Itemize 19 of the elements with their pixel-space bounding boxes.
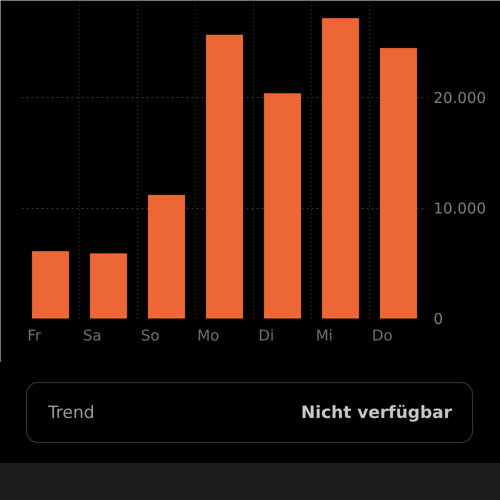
- bar: [90, 253, 128, 318]
- x-tick-label: Di: [258, 326, 274, 344]
- y-tick-label: 0: [434, 310, 444, 328]
- bar: [380, 48, 418, 318]
- bar: [206, 34, 244, 318]
- text: Trend: [48, 402, 95, 425]
- x-tick-label: Sa: [82, 326, 102, 344]
- x-tick-label: So: [140, 326, 160, 344]
- text: Nicht verfügbar: [301, 402, 452, 425]
- bar: [322, 18, 360, 318]
- x-tick-label: Mo: [197, 326, 220, 344]
- y-tick-label: 10.000: [434, 200, 486, 218]
- y-tick-label: 20.000: [434, 89, 486, 108]
- bar: [32, 251, 70, 318]
- x-tick-label: Mi: [316, 326, 333, 344]
- bar: [264, 93, 302, 318]
- x-tick-label: Fr: [27, 326, 42, 344]
- x-tick-label: Do: [372, 326, 393, 344]
- bar: [148, 194, 186, 318]
